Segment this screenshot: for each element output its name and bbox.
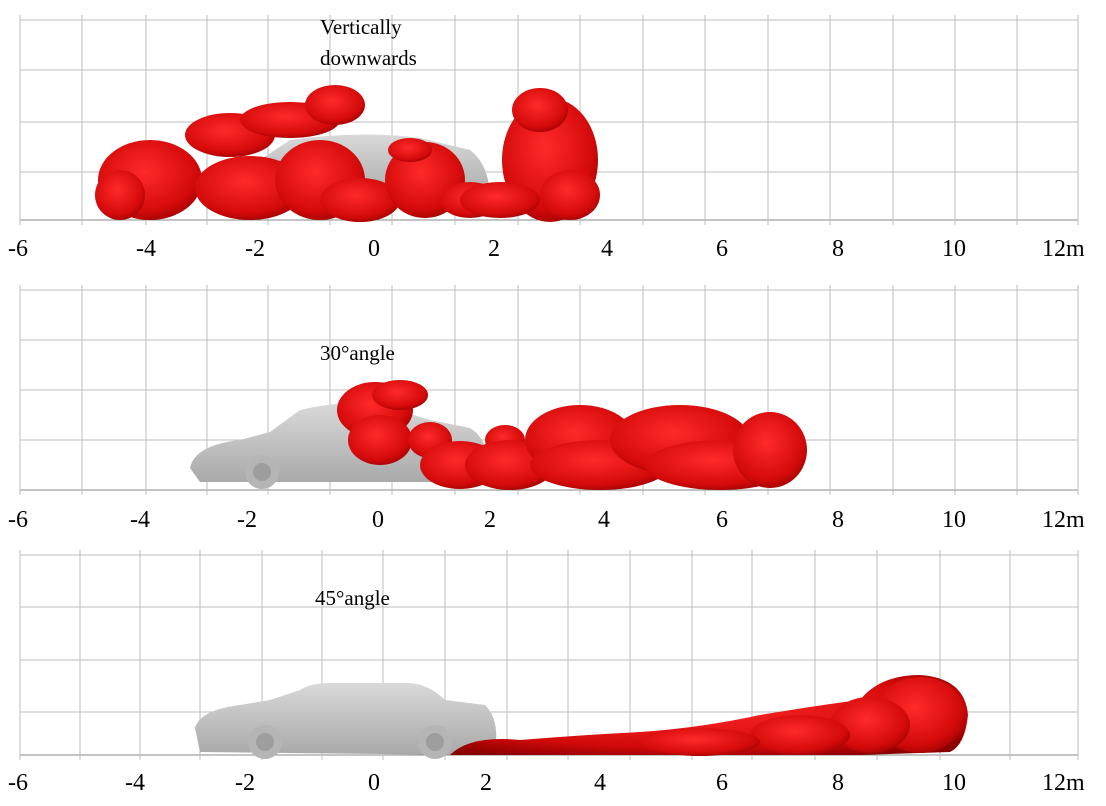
tick-label: 10 (942, 236, 966, 262)
tick-label: -4 (136, 236, 156, 262)
tick-label: 10 (942, 507, 966, 533)
tick-label: -2 (237, 507, 257, 533)
tick-label: 12m (1042, 507, 1085, 533)
tick-label: -4 (130, 507, 150, 533)
tick-label: 4 (594, 770, 606, 796)
panel-30deg-label: 30°angle (320, 341, 395, 365)
spray-plume-icon (450, 675, 968, 756)
tick-label: 6 (716, 236, 728, 262)
panel-45deg-x-ticks: -6 -4 -2 0 2 4 6 8 10 12m (8, 770, 1085, 796)
tick-label: -2 (245, 236, 265, 262)
tick-label: 12m (1042, 770, 1085, 796)
tick-label: 2 (488, 236, 500, 262)
tick-label: 8 (832, 236, 844, 262)
tick-label: 6 (716, 770, 728, 796)
tick-label: -6 (8, 770, 28, 796)
tick-label: 10 (942, 770, 966, 796)
tick-label: 8 (832, 507, 844, 533)
tick-label: -6 (8, 236, 28, 262)
tick-label: -2 (235, 770, 255, 796)
panel-vertical: Vertically downwards -6 -4 -2 0 2 4 6 8 … (8, 15, 1085, 262)
tick-label: 12m (1042, 236, 1085, 262)
tick-label: -6 (8, 507, 28, 533)
tick-label: 6 (716, 507, 728, 533)
panel-vertical-label-line1: Vertically (320, 15, 402, 39)
panel-45deg-label: 45°angle (315, 586, 390, 610)
spray-plume-icon (337, 380, 807, 490)
car-silhouette-icon (195, 683, 497, 759)
tick-label: 2 (484, 507, 496, 533)
tick-label: 0 (368, 236, 380, 262)
tick-label: 0 (372, 507, 384, 533)
tick-label: 4 (601, 236, 613, 262)
tick-label: -4 (125, 770, 145, 796)
panel-vertical-x-ticks: -6 -4 -2 0 2 4 6 8 10 12m (8, 236, 1085, 262)
tick-label: 8 (832, 770, 844, 796)
tick-label: 0 (368, 770, 380, 796)
panel-30deg: 30°angle -6 -4 -2 0 2 4 6 8 10 12m (8, 285, 1085, 533)
tick-label: 2 (480, 770, 492, 796)
tick-label: 4 (598, 507, 610, 533)
spray-plume-icon (95, 85, 600, 222)
car-silhouette-icon (190, 403, 490, 489)
panel-45deg: 45°angle -6 -4 -2 0 2 4 6 8 10 12m (8, 550, 1085, 796)
panel-30deg-grid (19, 285, 1079, 495)
panel-vertical-label-line2: downwards (320, 46, 417, 70)
panel-30deg-x-ticks: -6 -4 -2 0 2 4 6 8 10 12m (8, 507, 1085, 533)
